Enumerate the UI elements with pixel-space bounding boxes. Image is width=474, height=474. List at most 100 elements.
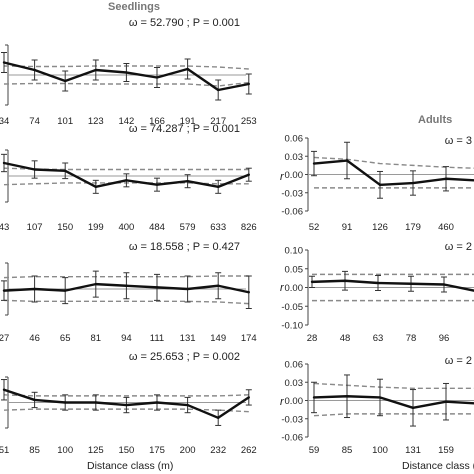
seedlings-2-x-tick-label-6: 579 <box>180 222 196 233</box>
adults-1-y-tick-label-4: -0.06 <box>281 207 303 218</box>
seedlings-3-x-tick-label-3: 81 <box>91 333 102 344</box>
adults-3-x-tick-label-2: 100 <box>372 445 388 456</box>
seedlings-2-x-tick-label-0: 43 <box>0 222 9 233</box>
adults-2-x-tick-label-2: 63 <box>373 333 384 344</box>
seedlings-4-point-0 <box>2 388 6 391</box>
seedlings-4-stat-text: ω = 25.653 ; P = 0.002 <box>129 351 240 363</box>
adults-1-point-0 <box>312 162 316 165</box>
adults-1-y-tick-label-3: -0.03 <box>281 188 303 199</box>
seedlings-2-point-5 <box>155 183 159 186</box>
adults-3-point-4 <box>444 400 448 403</box>
adults-2-series-line <box>311 279 474 292</box>
seedlings-2-x-tick-label-5: 484 <box>149 222 165 233</box>
adults-3-series-line <box>313 395 474 409</box>
seedlings-2-point-6 <box>186 180 189 183</box>
adults-2-point-3 <box>409 282 413 285</box>
adults-2-point-4 <box>442 283 446 286</box>
adults-3-y-axis-label: r <box>280 396 285 408</box>
adults-3-point-2 <box>378 396 382 399</box>
adults-1-point-3 <box>411 181 415 185</box>
seedlings-1-x-tick-label-6: 191 <box>180 116 196 127</box>
seedlings-1-point-2 <box>63 79 67 83</box>
adults-1-y-tick-label-1: 0.03 <box>285 152 304 163</box>
seedlings-2-x-tick-label-3: 199 <box>88 222 104 233</box>
seedlings-3-point-6 <box>186 287 189 291</box>
x-axis-title-seedlings: Distance class (m) <box>87 460 173 472</box>
seedlings-1-point-0 <box>2 61 6 64</box>
adults-3-y-tick-label-1: 0.03 <box>285 378 304 389</box>
seedlings-1-point-8 <box>247 82 250 86</box>
seedlings-3-x-tick-label-5: 111 <box>150 333 164 344</box>
seedlings-3-x-tick-label-7: 149 <box>210 333 226 344</box>
seedlings-3-x-tick-label-0: 27 <box>0 333 9 344</box>
seedlings-3-lower-ci <box>3 299 249 305</box>
seedlings-4-x-tick-label-2: 100 <box>57 445 73 456</box>
seedlings-2-x-tick-label-1: 107 <box>27 222 43 233</box>
seedlings-4-point-4 <box>125 403 128 407</box>
seedlings-4-x-tick-label-6: 200 <box>180 445 196 456</box>
adults-1-point-1 <box>345 159 349 162</box>
seedlings-4-x-tick-label-5: 175 <box>149 445 165 456</box>
adults-1-x-tick-label-1: 91 <box>342 222 353 233</box>
seedlings-4-x-tick-label-4: 150 <box>118 445 134 456</box>
seedlings-3-point-5 <box>155 286 159 289</box>
seedlings-4-x-tick-label-3: 125 <box>88 445 104 456</box>
seedlings-1-x-tick-label-8: 253 <box>241 116 257 127</box>
adults-3-point-3 <box>411 406 415 409</box>
seedlings-4-point-1 <box>33 398 36 402</box>
adults-3-y-tick-label-4: -0.06 <box>281 433 303 444</box>
seedlings-2-point-7 <box>217 185 220 189</box>
seedlings-2-x-tick-label-8: 826 <box>241 222 257 233</box>
seedlings-2-point-0 <box>2 161 6 165</box>
seedlings-1-point-6 <box>186 67 189 71</box>
adults-1-x-tick-label-0: 52 <box>309 222 320 233</box>
seedlings-1-x-tick-label-1: 74 <box>29 116 40 127</box>
adults-1-point-2 <box>378 183 382 187</box>
seedlings-1-point-7 <box>217 88 220 92</box>
adults-3-point-1 <box>345 395 349 398</box>
seedlings-4-point-2 <box>63 401 67 404</box>
seedlings-1-x-tick-label-7: 217 <box>210 116 226 127</box>
adults-1-x-tick-label-2: 126 <box>372 222 388 233</box>
adults-1-y-tick-label-0: 0.06 <box>285 134 304 145</box>
adults-3-upper-ci <box>313 382 474 390</box>
panels: ω = 52.790 ; P = 0.001 34 74 101 123 142 166 19… <box>0 17 474 456</box>
seedlings-4-point-8 <box>247 396 250 399</box>
column-title-adults: Adults <box>418 114 452 126</box>
adults-3-point-0 <box>312 396 316 399</box>
seedlings-2-point-1 <box>33 168 36 171</box>
adults-2-x-tick-label-0: 28 <box>307 333 318 344</box>
seedlings-3-x-tick-label-4: 94 <box>121 333 132 344</box>
adults-1-y-tick-label-2: 0.00 <box>285 170 304 181</box>
x-axis-title-adults: Distance class ( <box>402 460 474 472</box>
seedlings-3-stat-text: ω = 18.558 ; P = 0.427 <box>129 241 240 253</box>
seedlings-3-point-7 <box>217 284 220 287</box>
adults-1-stat-text: ω = 3 <box>445 135 472 147</box>
seedlings-4-x-tick-label-0: 51 <box>0 445 9 456</box>
adults-2-x-tick-label-4: 96 <box>439 333 450 344</box>
adults-1-y-axis-label: r <box>280 171 285 183</box>
seedlings-2-point-3 <box>94 185 98 189</box>
adults-2-y-tick-label-1: 0.05 <box>285 264 304 275</box>
seedlings-1-stat-text: ω = 52.790 ; P = 0.001 <box>129 17 240 29</box>
seedlings-3-point-2 <box>63 289 67 292</box>
seedlings-2-point-4 <box>125 179 128 182</box>
seedlings-4-x-tick-label-7: 232 <box>210 445 226 456</box>
seedlings-3-point-0 <box>2 289 6 292</box>
seedlings-4-x-tick-label-1: 85 <box>29 445 40 456</box>
adults-1-x-tick-label-3: 179 <box>405 222 421 233</box>
seedlings-4-point-6 <box>186 403 189 407</box>
seedlings-3-point-1 <box>33 287 36 291</box>
adults-2-point-2 <box>376 281 380 285</box>
adults-2-y-tick-label-2: 0.00 <box>285 283 304 294</box>
adults-2-y-axis-label: r <box>280 282 285 294</box>
seedlings-4-point-7 <box>217 416 220 419</box>
adults-2-x-tick-label-1: 48 <box>340 333 351 344</box>
seedlings-4-point-5 <box>155 401 159 404</box>
adults-2-point-0 <box>310 280 314 284</box>
seedlings-3-point-4 <box>125 284 128 287</box>
adults-3-x-tick-label-4: 159 <box>438 445 454 456</box>
adults-3-lower-ci <box>313 413 474 417</box>
seedlings-1-x-tick-label-0: 34 <box>0 116 9 127</box>
